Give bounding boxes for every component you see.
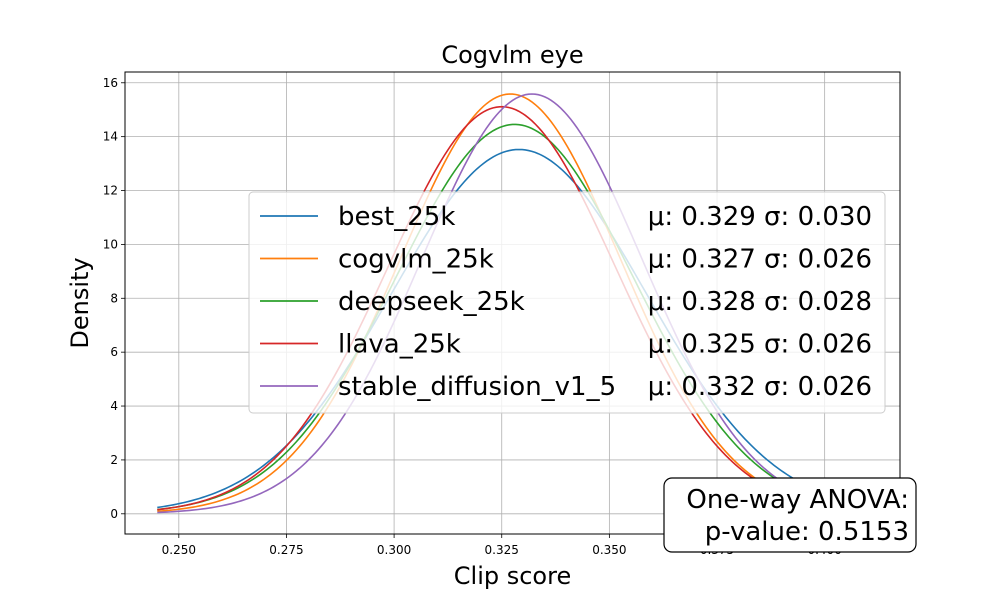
y-tick-label: 2: [110, 453, 118, 467]
anova-box: [663, 477, 917, 553]
y-tick-label: 0: [110, 507, 118, 521]
y-tick-label: 16: [103, 76, 118, 90]
y-tick-label: 8: [110, 291, 118, 305]
chart-title: Cogvlm eye: [441, 41, 583, 69]
x-tick-label: 0.325: [485, 543, 519, 557]
y-tick-label: 6: [110, 345, 118, 359]
plot-frame: [124, 71, 901, 535]
anova-title: One-way ANOVA:: [686, 485, 909, 515]
anova-annotation: One-way ANOVA: p-value: 0.5153: [663, 477, 917, 553]
x-axis-label: Clip score: [454, 562, 571, 590]
series-lines: [157, 93, 868, 514]
x-tick-label: 0.250: [162, 543, 196, 557]
legend-box: [248, 191, 886, 414]
series-line-best-25k: [157, 148, 868, 509]
x-tick-label: 0.275: [269, 543, 303, 557]
legend-entry-name: best_25k: [338, 202, 455, 232]
y-axis-label: Density: [66, 257, 94, 348]
anova-p-value: p-value: 0.5153: [705, 517, 909, 547]
legend-entry-stats: μ: 0.325 σ: 0.026: [648, 330, 872, 360]
y-tick-label: 12: [103, 184, 118, 198]
axis-ticks: 0.2500.2750.3000.3250.3500.3750.40002468…: [103, 76, 842, 557]
legend-entry-name: llava_25k: [338, 330, 461, 360]
series-line-cogvlm-25k: [157, 93, 868, 513]
series-line-llava-25k: [157, 105, 868, 513]
y-tick-label: 14: [103, 130, 118, 144]
legend-entry-name: cogvlm_25k: [338, 245, 494, 275]
legend-entry-stats: μ: 0.328 σ: 0.028: [648, 287, 872, 317]
series-line-deepseek-25k: [157, 123, 868, 511]
legend-entry-name: deepseek_25k: [338, 287, 525, 317]
y-tick-label: 10: [103, 237, 118, 251]
y-tick-label: 4: [110, 399, 118, 413]
legend-entry-stats: μ: 0.327 σ: 0.026: [648, 245, 872, 275]
legend-entry-name: stable_diffusion_v1_5: [338, 372, 616, 402]
legend-entry-stats: μ: 0.329 σ: 0.030: [648, 202, 872, 232]
legend-entry-stats: μ: 0.332 σ: 0.026: [648, 372, 872, 402]
legend: best_25k μ: 0.329 σ: 0.030 cogvlm_25k μ: 0.…: [248, 191, 886, 414]
series-line-stable-diffusion-v1-5: [157, 93, 868, 514]
x-tick-label: 0.300: [377, 543, 411, 557]
x-tick-label: 0.350: [592, 543, 626, 557]
